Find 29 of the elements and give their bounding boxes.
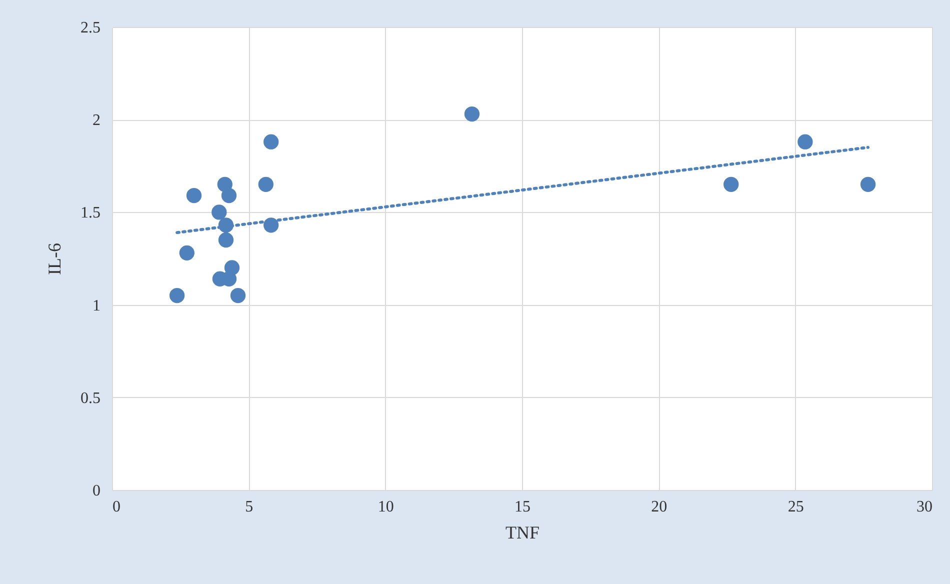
x-tick-label: 25 xyxy=(788,498,804,516)
point xyxy=(860,176,876,192)
x-tick-label: 20 xyxy=(651,498,668,516)
point xyxy=(212,204,227,220)
x-tick-label: 0 xyxy=(112,498,120,516)
point xyxy=(263,134,279,150)
point xyxy=(221,188,237,204)
y-tick-label: 1.5 xyxy=(80,204,100,222)
point xyxy=(169,288,185,304)
y-axis-title: IL-6 xyxy=(44,243,64,275)
x-tick-label: 10 xyxy=(378,498,394,516)
point xyxy=(186,188,202,204)
x-tick-label: 5 xyxy=(245,498,254,516)
y-tick-label: 2 xyxy=(92,112,100,130)
x-tick-label: 30 xyxy=(916,498,932,516)
y-tick-label: 0 xyxy=(92,482,100,500)
point xyxy=(798,134,813,150)
x-axis-title: TNF xyxy=(505,522,540,542)
point xyxy=(179,245,194,261)
x-tick-label: 15 xyxy=(514,498,530,516)
point xyxy=(224,260,240,276)
y-tick-label: 2.5 xyxy=(80,20,100,36)
y-tick-label: 0.5 xyxy=(80,390,100,407)
point xyxy=(218,232,234,248)
point xyxy=(258,176,274,192)
point xyxy=(230,288,246,304)
y-tick-label: 1 xyxy=(92,297,100,314)
point xyxy=(464,106,480,122)
point xyxy=(724,176,739,192)
